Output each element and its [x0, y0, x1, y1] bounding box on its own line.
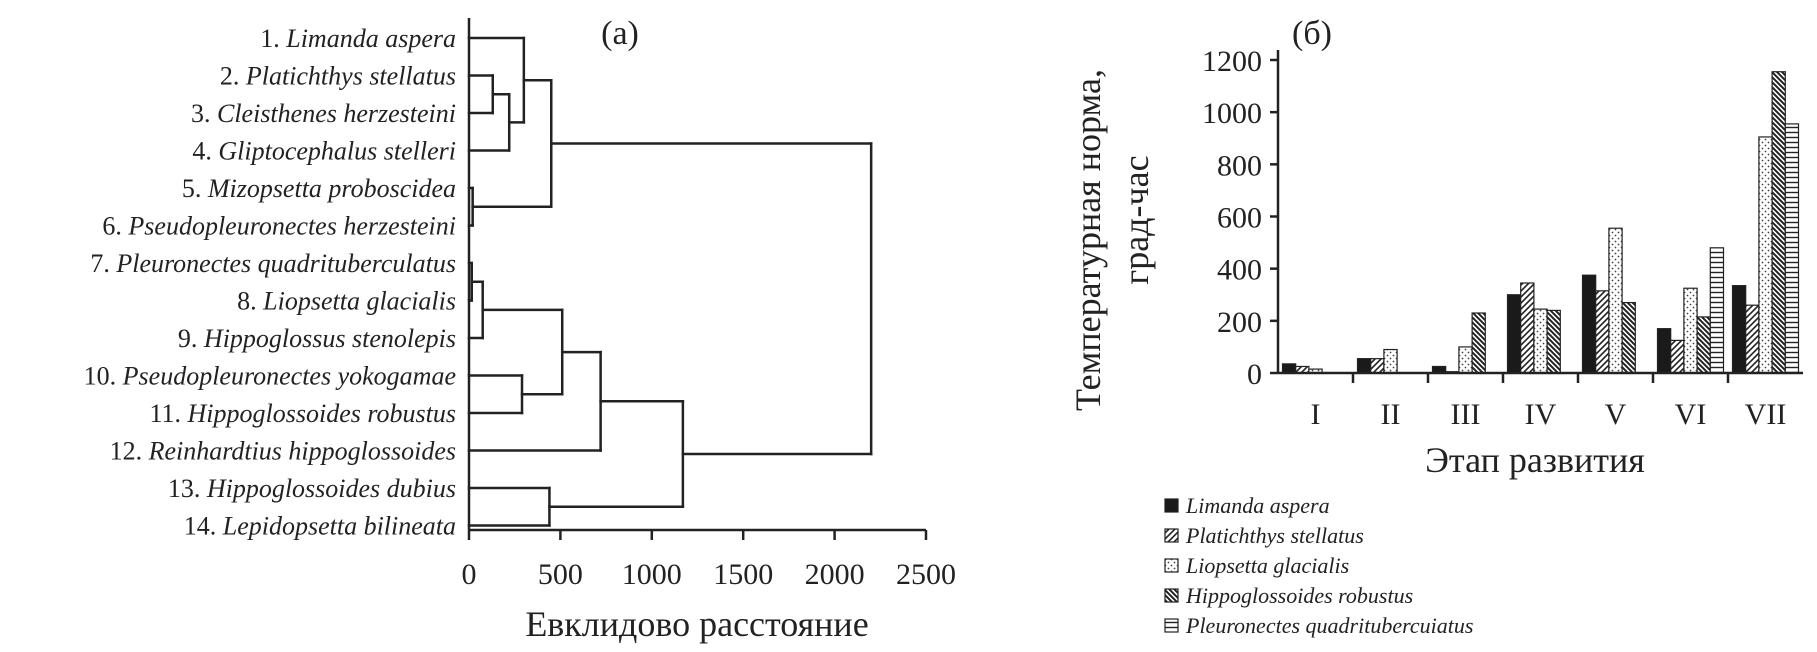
dendrogram-x-ticks: 0 500 1000 1500 2000 2500	[462, 530, 956, 591]
x-category-label: VI	[1675, 398, 1707, 431]
x-category-label: VII	[1745, 398, 1787, 431]
legend-swatch	[1164, 618, 1179, 633]
bar-series	[1281, 71, 1800, 374]
bar	[1383, 348, 1398, 374]
x-category-label: V	[1605, 398, 1627, 431]
bar	[1458, 346, 1473, 374]
x-tick-label: 500	[538, 558, 583, 591]
bar	[1546, 309, 1561, 374]
legend-label: Platichthys stellatus	[1185, 523, 1364, 548]
x-category-label: I	[1311, 398, 1321, 431]
legend-swatch	[1164, 558, 1179, 573]
leaf-label: 5. Mizopsetta proboscidea	[182, 174, 456, 203]
bar	[1581, 274, 1597, 374]
bar	[1356, 358, 1372, 374]
bar	[1784, 123, 1800, 374]
leaf-label: 6. Pseudopleuronectes herzesteini	[102, 212, 456, 241]
bar	[1506, 294, 1522, 374]
bar	[1608, 227, 1623, 374]
leaf-label: 8. Liopsetta glacialis	[237, 287, 456, 316]
leaf-label: 12. Reinhardtius hippoglossoides	[110, 437, 456, 466]
leaf-label: 4. Gliptocephalus stelleri	[192, 137, 456, 166]
leaf-label: 10. Pseudopleuronectes yokogamae	[84, 362, 456, 391]
panel-b-label: (б)	[1292, 15, 1332, 52]
x-tick-label: 1500	[713, 558, 773, 591]
y-tick-label: 0	[1247, 358, 1262, 391]
bar-y-ticks: 0 200 400 600 800 1000 1200	[1202, 45, 1278, 391]
leaf-label: 9. Hippoglossus stenolepis	[178, 324, 456, 353]
legend-label: Pleuronectes quadritubercuiatus	[1185, 613, 1473, 638]
x-category-label: IV	[1525, 398, 1557, 431]
bar	[1281, 363, 1297, 374]
bar	[1683, 287, 1698, 374]
x-tick-label: 0	[462, 558, 477, 591]
leaf-label: 13. Hippoglossoides dubius	[168, 474, 456, 503]
leaf-label: 11. Hippoglossoides robustus	[149, 399, 456, 428]
bar	[1696, 316, 1711, 374]
bar	[1656, 328, 1672, 374]
x-category-label: III	[1451, 398, 1481, 431]
bar	[1731, 285, 1747, 374]
bar	[1771, 71, 1786, 374]
y-tick-label: 1000	[1202, 97, 1262, 130]
dendrogram-x-axis-title: Евклидово расстояние	[525, 604, 868, 644]
y-tick-label: 400	[1217, 254, 1262, 287]
bar-chart-panel: (б) Температурная норма, град-час 0 200 40…	[1068, 15, 1803, 638]
bar	[1533, 308, 1548, 374]
bar	[1520, 282, 1535, 374]
legend-label: Liopsetta glacialis	[1185, 553, 1349, 578]
bar	[1595, 290, 1610, 374]
x-tick-label: 2500	[896, 558, 956, 591]
y-tick-label: 800	[1217, 149, 1262, 182]
bar-y-axis-title-line1: Температурная норма,	[1068, 69, 1108, 411]
bar	[1670, 339, 1685, 374]
dendrogram-panel: (а) 1. Limanda aspera 2. Platichthys stel…	[84, 15, 956, 644]
x-category-label: II	[1381, 398, 1401, 431]
bar	[1621, 301, 1636, 374]
bar-legend: Limanda aspera Platichthys stellatus Liops…	[1164, 493, 1473, 638]
bar-y-axis-title-line2: град-час	[1116, 155, 1156, 284]
bar	[1745, 304, 1760, 374]
bar	[1709, 247, 1725, 374]
bar	[1471, 312, 1486, 374]
y-tick-label: 1200	[1202, 45, 1262, 78]
legend-swatch	[1164, 588, 1179, 603]
y-tick-label: 200	[1217, 306, 1262, 339]
legend-swatch	[1164, 528, 1179, 543]
leaf-label: 1. Limanda aspera	[260, 24, 456, 53]
leaf-label: 2. Platichthys stellatus	[220, 62, 456, 91]
x-tick-label: 1000	[622, 558, 682, 591]
legend-label: Hippoglossoides robustus	[1185, 583, 1413, 608]
bar-x-axis-title: Этап развития	[1425, 440, 1645, 480]
bar	[1758, 136, 1773, 374]
dendrogram-tree	[467, 36, 873, 527]
bar-x-ticks: I II III IV V VI VII	[1311, 373, 1787, 431]
panel-a-label: (а)	[601, 15, 639, 52]
leaf-label: 3. Cleisthenes herzesteini	[191, 99, 456, 128]
y-tick-label: 600	[1217, 202, 1262, 235]
bar	[1370, 358, 1385, 374]
leaf-label: 7. Pleuronectes quadrituberculatus	[90, 249, 456, 278]
legend-label: Limanda aspera	[1185, 493, 1330, 518]
dendrogram-leaf-labels: 1. Limanda aspera 2. Platichthys stellatu…	[84, 24, 456, 541]
leaf-label: 14. Lepidopsetta bilineata	[184, 512, 456, 541]
x-tick-label: 2000	[805, 558, 865, 591]
legend-swatch	[1164, 498, 1179, 513]
